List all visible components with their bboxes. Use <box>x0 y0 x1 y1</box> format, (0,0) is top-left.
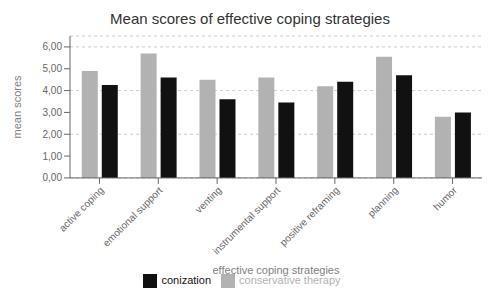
html-text:conservative therapy: conservative therapy <box>239 273 341 286</box>
svg-text:mean scores: mean scores <box>11 75 23 138</box>
svg-text:positive reframing: positive reframing <box>278 185 342 249</box>
svg-text:venting: venting <box>193 185 224 216</box>
svg-text:2,00: 2,00 <box>43 129 63 140</box>
html-text:conization: conization <box>161 273 211 286</box>
html-text:Mean scores of effective copin: Mean scores of effective coping strategi… <box>110 10 390 27</box>
svg-text:5,00: 5,00 <box>43 63 63 74</box>
svg-text:active coping: active coping <box>57 185 106 234</box>
svg-text:3,00: 3,00 <box>43 107 63 118</box>
svg-text:effective coping strategies: effective coping strategies <box>213 264 340 276</box>
svg-text:4,00: 4,00 <box>43 85 63 96</box>
svg-text:6,00: 6,00 <box>43 41 63 52</box>
svg-text:humor: humor <box>431 184 459 212</box>
svg-text:instrumental support: instrumental support <box>211 184 283 256</box>
svg-text:planning: planning <box>366 185 401 220</box>
svg-text:emotional support: emotional support <box>101 184 165 248</box>
svg-text:1,00: 1,00 <box>43 151 63 162</box>
svg-text:0,00: 0,00 <box>43 172 63 183</box>
